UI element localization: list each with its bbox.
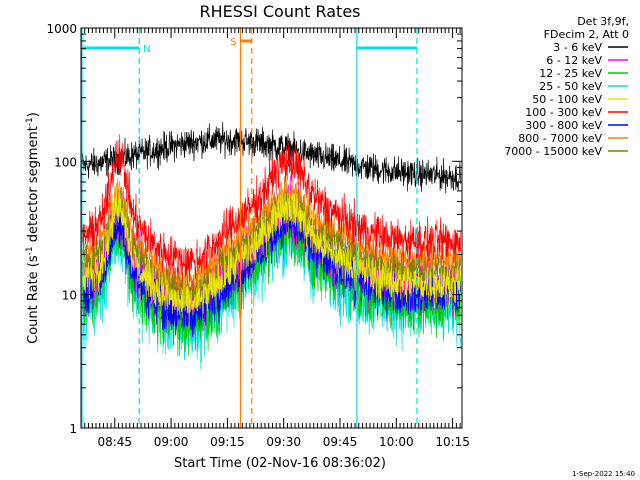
legend-label: 100 - 300 keV <box>525 106 602 119</box>
y-tick-label: 1 <box>69 422 77 436</box>
legend-label: 25 - 50 keV <box>539 80 602 93</box>
x-tick-label: 09:15 <box>210 435 245 449</box>
x-axis: 08:45 09:00 09:15 09:30 09:45 10:00 10:15 <box>84 28 470 449</box>
y-tick-label: 10 <box>62 289 77 303</box>
y-tick-label: 100 <box>54 155 77 169</box>
legend-label: 3 - 6 keV <box>553 41 602 54</box>
saa-label: S <box>230 37 236 48</box>
x-tick-label: 08:45 <box>97 435 132 449</box>
legend-label: 7000 - 15000 keV <box>504 145 602 158</box>
x-tick-label: 10:15 <box>435 435 470 449</box>
plot-frame <box>80 27 463 429</box>
legend-label: 300 - 800 keV <box>525 119 602 132</box>
y-axis-label: Count Rate (s-1 detector segment-1) <box>25 112 41 344</box>
legend-label: 6 - 12 keV <box>546 54 602 67</box>
series-300-800keV <box>82 195 461 337</box>
series-3-6keV <box>82 121 461 194</box>
footer-date: 1-Sep-2022 15:40 <box>572 470 635 478</box>
series-50-100keV <box>82 186 461 332</box>
cyan-bar-label: N <box>143 44 150 55</box>
series-layer <box>82 121 461 370</box>
x-tick-label: 09:30 <box>266 435 301 449</box>
legend-label: 50 - 100 keV <box>532 93 602 106</box>
series-100-300keV <box>82 134 461 283</box>
legend-label: 12 - 25 keV <box>539 67 602 80</box>
y-axis: 1 10 100 1000 <box>46 22 462 436</box>
legend-label: 800 - 7000 keV <box>518 132 602 145</box>
x-tick-label: 10:00 <box>379 435 414 449</box>
legend-header-line: FDecim 2, Att 0 <box>544 28 629 41</box>
legend-header-line: Det 3f,9f, <box>577 15 629 28</box>
chart-title: RHESSI Count Rates <box>200 2 361 21</box>
y-tick-label: 1000 <box>46 22 77 36</box>
x-tick-label: 09:45 <box>323 435 358 449</box>
time-markers: NS <box>81 28 418 428</box>
x-tick-label: 09:00 <box>154 435 189 449</box>
x-axis-label: Start Time (02-Nov-16 08:36:02) <box>174 456 386 471</box>
